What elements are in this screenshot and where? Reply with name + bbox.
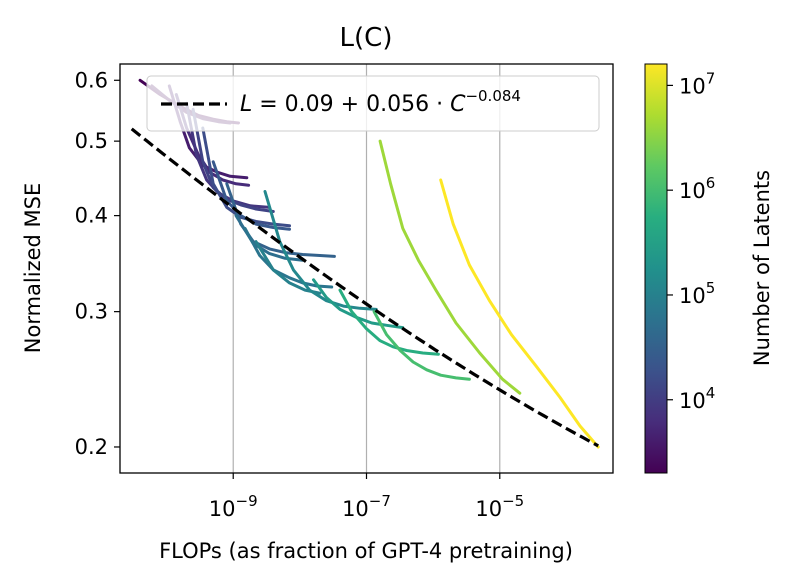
y-axis-label: Normalized MSE (21, 183, 45, 353)
series-line (338, 288, 440, 356)
colorbar-tick-label: 106 (679, 174, 715, 203)
x-axis-ticks: 10−9 10−7 10−5 (209, 473, 524, 521)
x-tick-label: 10−5 (475, 492, 524, 521)
x-tick-label: 10−9 (209, 492, 258, 521)
y-tick-label: 0.6 (75, 68, 108, 92)
y-tick-label: 0.4 (75, 204, 108, 228)
y-axis-ticks: 0.6 0.5 0.4 0.3 0.2 (75, 68, 120, 459)
colorbar (644, 63, 668, 474)
fit-line-group (130, 127, 599, 448)
x-axis-label: FLOPs (as fraction of GPT-4 pretraining) (159, 539, 573, 563)
legend: L = 0.09 + 0.056 · C−0.084 (146, 75, 600, 132)
fit-line (130, 127, 599, 448)
y-tick-label: 0.3 (75, 300, 108, 324)
series-line (263, 190, 378, 311)
colorbar-tick-label: 105 (679, 279, 715, 308)
colorbar-tick-label: 104 (679, 384, 715, 413)
colorbar-ticks: 104 105 106 107 (667, 69, 715, 413)
legend-box (146, 75, 600, 132)
y-tick-label: 0.2 (75, 435, 108, 459)
x-tick-label: 10−7 (342, 492, 391, 521)
colorbar-label: Number of Latents (750, 170, 774, 366)
series-line (378, 139, 522, 395)
y-tick-label: 0.5 (75, 129, 108, 153)
colorbar-tick-label: 107 (679, 69, 715, 98)
legend-label: L = 0.09 + 0.056 · C−0.084 (240, 87, 521, 117)
series-line (372, 310, 471, 381)
chart-title: L(C) (340, 23, 393, 53)
x-gridlines (232, 64, 501, 473)
series-line (439, 178, 600, 449)
series-lines (138, 78, 600, 449)
